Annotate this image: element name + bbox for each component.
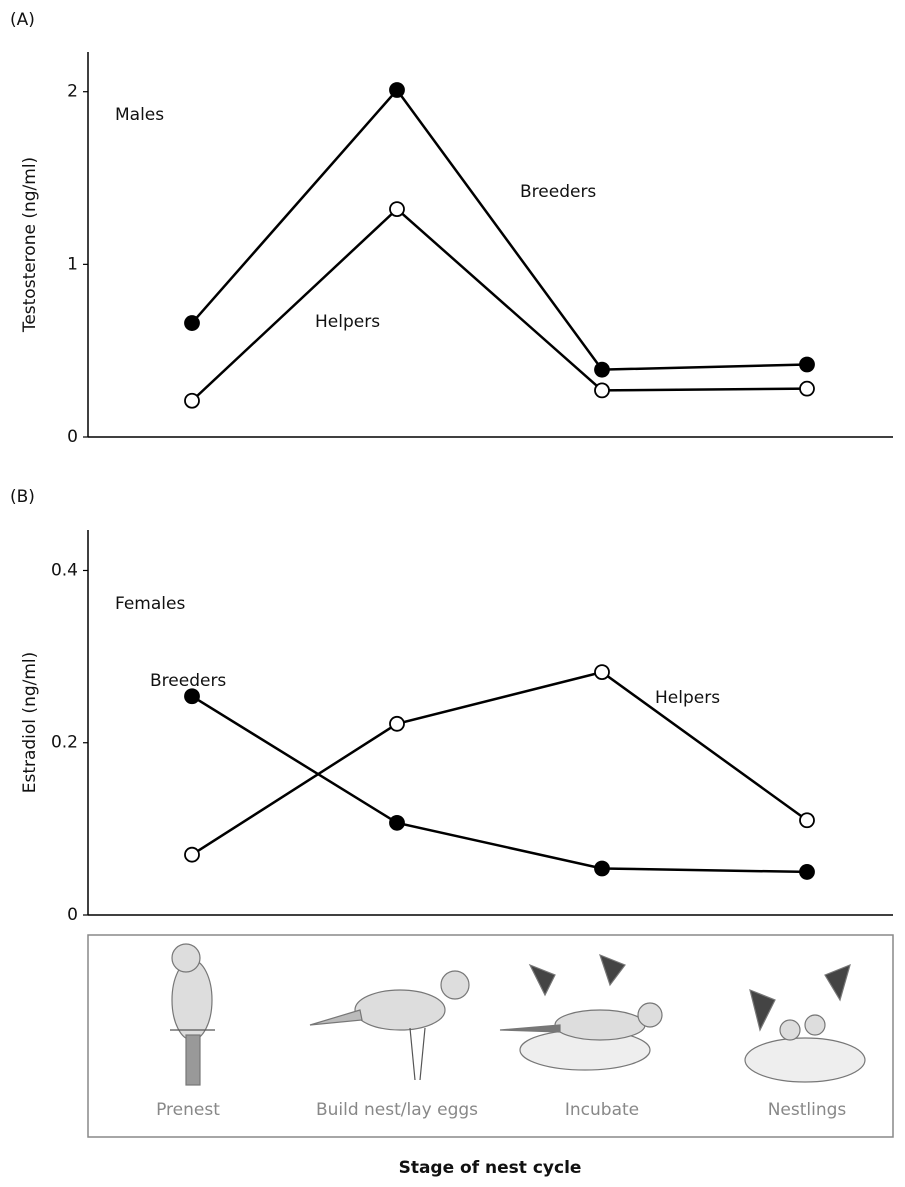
y-tick-label: 0 (67, 427, 78, 447)
series-line (191, 87, 808, 371)
bird-illustration (637, 1002, 663, 1028)
bird-illustration (440, 970, 470, 1000)
series-label: Helpers (655, 688, 720, 708)
series-label: Breeders (520, 182, 596, 202)
data-point (389, 715, 405, 732)
data-point (184, 688, 200, 705)
bird-illustration (171, 959, 213, 1041)
y-tick-label: 0 (67, 905, 78, 925)
leaf (599, 953, 626, 987)
leaf (749, 989, 776, 1032)
data-point (184, 392, 200, 409)
y-tick-label: 2 (67, 82, 78, 102)
group-label: Females (115, 594, 185, 614)
series-label: Helpers (315, 312, 380, 332)
category-label: Incubate (565, 1100, 639, 1120)
data-point (799, 864, 815, 880)
bird-illustration (185, 1034, 201, 1086)
data-point (594, 860, 610, 877)
group-label: Males (115, 105, 164, 125)
data-point (594, 382, 610, 399)
panel-label: (A) (10, 10, 35, 30)
bird-leg (419, 1027, 426, 1081)
data-point (799, 380, 815, 397)
series-line (191, 695, 808, 874)
x-axis-label: Stage of nest cycle (399, 1158, 582, 1178)
bird-illustration (554, 1009, 646, 1041)
data-point (594, 664, 610, 681)
bird-illustration (171, 943, 201, 973)
leaf (824, 963, 851, 1002)
data-point (799, 356, 815, 373)
bird-illustration (309, 1009, 363, 1026)
nestling-illustration (804, 1014, 826, 1036)
series-label: Breeders (150, 671, 226, 691)
leaf (528, 963, 556, 997)
series-line (191, 670, 808, 856)
data-point (184, 315, 200, 331)
series-line (191, 207, 808, 402)
y-tick-label: 0.2 (51, 733, 78, 753)
data-point (184, 846, 200, 863)
y-tick-label: 0.4 (51, 560, 78, 580)
bird-leg (409, 1027, 416, 1081)
category-label: Prenest (156, 1100, 220, 1120)
bird-illustration (354, 989, 446, 1031)
data-point (389, 82, 405, 98)
data-point (389, 201, 405, 218)
y-axis-label: Testosterone (ng/ml) (20, 157, 40, 333)
stage-box (87, 934, 894, 1138)
data-point (389, 814, 405, 831)
data-point (594, 361, 610, 378)
nestling-illustration (779, 1019, 801, 1041)
category-label: Nestlings (768, 1100, 847, 1120)
panel-label: (B) (10, 487, 35, 507)
illustrations (170, 943, 866, 1086)
category-label: Build nest/lay eggs (316, 1100, 478, 1120)
data-point (799, 812, 815, 829)
nest-illustration (744, 1037, 866, 1083)
y-tick-label: 1 (67, 254, 78, 274)
y-axis-label: Estradiol (ng/ml) (20, 652, 40, 794)
bird-illustration (499, 1024, 561, 1033)
